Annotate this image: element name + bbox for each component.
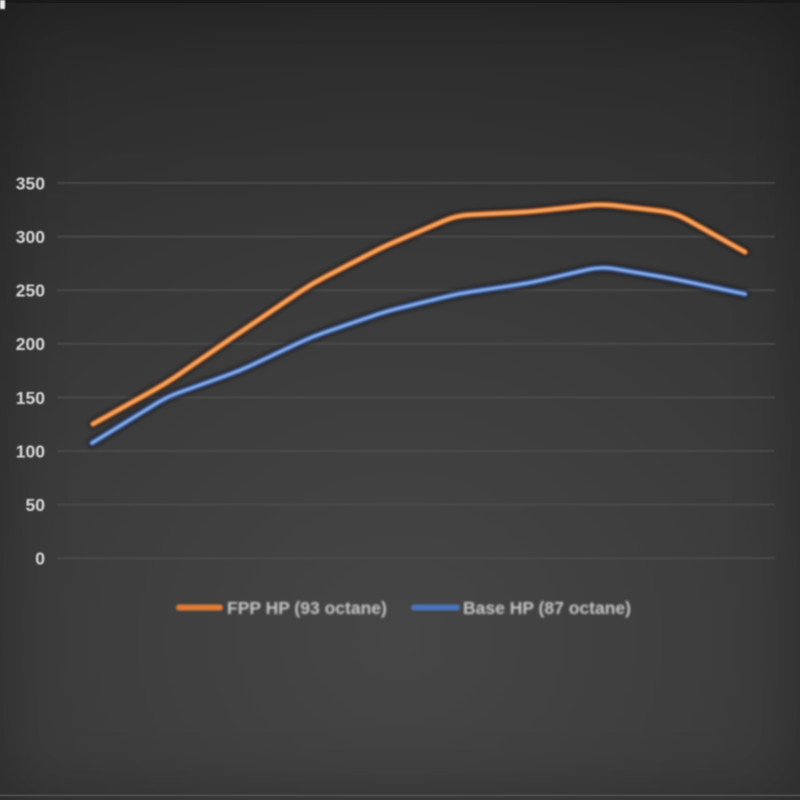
svg-text:150: 150: [16, 388, 45, 408]
svg-text:FPP HP (93 octane): FPP HP (93 octane): [227, 598, 387, 618]
svg-text:0: 0: [35, 549, 45, 569]
svg-text:350: 350: [16, 173, 45, 193]
svg-text:100: 100: [16, 441, 45, 461]
svg-text:Base HP (87 octane): Base HP (87 octane): [463, 598, 631, 618]
svg-text:250: 250: [16, 281, 45, 301]
svg-text:300: 300: [16, 227, 45, 247]
svg-text:50: 50: [26, 495, 46, 515]
svg-text:200: 200: [16, 334, 45, 354]
